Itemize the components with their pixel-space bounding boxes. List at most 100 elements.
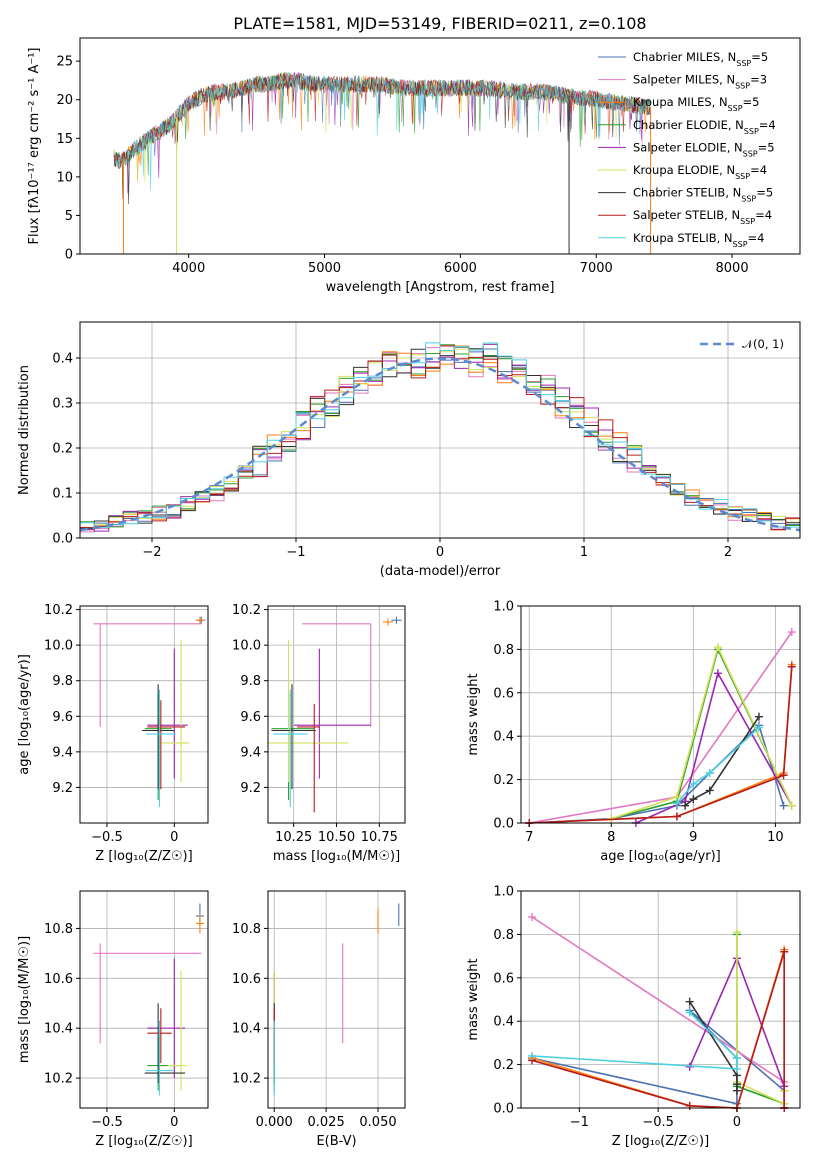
x-axis-label: Z [log₁₀(Z/Z☉)] [95, 849, 192, 864]
x-tick-label: 0.050 [359, 1115, 396, 1130]
y-tick-label: 0.6 [493, 971, 514, 986]
y-tick-label: 0.6 [493, 686, 514, 701]
weight-marker [689, 779, 698, 788]
x-tick-label: 10.75 [361, 830, 398, 845]
axes-frame [79, 37, 801, 255]
y-tick-label: 9.4 [52, 745, 73, 760]
y-tick-label: 10.6 [44, 972, 73, 987]
y-tick-label: 0.3 [52, 397, 73, 412]
weight-marker [713, 643, 722, 652]
mass-weight-vs-age-panel: 7 8 9 10 0.0 0.2 0.4 0.6 0.8 1.0 age [log₁₀(age/yr… [466, 600, 801, 864]
axes-frame [520, 605, 801, 824]
y-tick-label: 9.8 [52, 674, 73, 689]
spectrum-line [113, 71, 651, 191]
y-tick-label: 10.8 [44, 922, 73, 937]
x-tick-label: −0.5 [91, 1115, 123, 1130]
weight-marker [787, 801, 796, 810]
x-axis-label: mass [log₁₀(M/M☉)] [273, 849, 400, 864]
legend-entry: Chabrier ELODIE, NSSP=4 [633, 118, 776, 136]
weight-line [635, 671, 793, 824]
weight-marker [685, 1008, 694, 1017]
x-tick-label: 8000 [716, 261, 749, 276]
y-axis-label: mass weight [466, 958, 481, 1040]
y-axis-label: mass weight [466, 673, 481, 755]
y-tick-label: 0.4 [493, 1015, 514, 1030]
age-vs-mass-panel: 10.25 10.50 10.75 9.2 9.4 9.6 9.8 10.0 10.2 mass … [232, 603, 406, 864]
y-tick-label: 20 [56, 93, 73, 108]
legend: Chabrier MILES, NSSP=5 Salpeter MILES, NS… [598, 50, 776, 248]
legend-entry: Chabrier MILES, NSSP=5 [633, 50, 768, 68]
y-tick-label: 5 [65, 209, 73, 224]
weight-marker [732, 1054, 741, 1063]
x-tick-label: 9 [689, 830, 697, 845]
x-tick-label: 0.025 [308, 1115, 345, 1130]
legend-entry: Chabrier STELIB, NSSP=5 [633, 186, 773, 204]
axes-frame [267, 890, 406, 1109]
y-tick-label: 10.0 [44, 639, 73, 654]
y-tick-label: 0.4 [52, 352, 73, 367]
y-tick-label: 9.2 [240, 781, 261, 796]
x-tick-label: 1 [580, 545, 588, 560]
x-tick-label: −0.5 [91, 830, 123, 845]
x-tick-label: 0.000 [256, 1115, 293, 1130]
x-tick-label: 0 [436, 545, 444, 560]
mass-vs-Z-panel: −0.5 0 10.2 10.4 10.6 10.8 Z [log₁₀(Z/Z☉)] mass… [17, 890, 209, 1149]
y-tick-label: 9.2 [52, 781, 73, 796]
y-axis-label: Normed distribution [17, 365, 32, 495]
y-tick-label: 10 [56, 170, 73, 185]
y-tick-label: 0.2 [52, 442, 73, 457]
x-tick-label: −1 [286, 545, 305, 560]
y-tick-label: 0.8 [493, 643, 514, 658]
y-tick-label: 0.0 [493, 1102, 514, 1117]
mass-weight-vs-Z-panel: −1 −0.5 0 0.0 0.2 0.4 0.6 0.8 1.0 Z [log₁₀(Z/Z☉)]… [466, 885, 801, 1149]
x-tick-label: 0 [733, 1115, 741, 1130]
x-axis-label: wavelength [Angstrom, rest frame] [326, 280, 555, 295]
weight-marker [705, 786, 714, 795]
y-tick-label: 9.6 [240, 710, 261, 725]
weight-line [684, 716, 760, 807]
weight-marker [685, 997, 694, 1006]
x-tick-label: 7000 [580, 261, 613, 276]
axes-frame [79, 890, 209, 1109]
histogram-step [80, 342, 800, 528]
weight-marker [779, 771, 788, 780]
x-tick-label: −0.5 [642, 1115, 674, 1130]
weight-line [531, 1011, 738, 1070]
legend-entry: 𝒩(0, 1) [742, 337, 784, 351]
y-tick-label: 9.4 [240, 745, 261, 760]
y-tick-label: 0.2 [493, 1058, 514, 1073]
weight-marker [528, 913, 537, 922]
y-tick-label: 9.8 [240, 674, 261, 689]
y-tick-label: 10.0 [232, 639, 261, 654]
x-tick-label: 6000 [444, 261, 477, 276]
axes-frame [79, 605, 209, 824]
y-tick-label: 0.8 [493, 928, 514, 943]
legend-entry: Kroupa MILES, NSSP=5 [633, 95, 759, 113]
weight-marker [705, 769, 714, 778]
x-axis-label: (data-model)/error [380, 564, 501, 579]
y-tick-label: 1.0 [493, 600, 514, 615]
x-tick-label: 0 [170, 830, 178, 845]
weight-line [529, 666, 793, 824]
x-tick-label: 10.50 [318, 830, 355, 845]
weight-marker [732, 928, 741, 937]
y-tick-label: 25 [56, 55, 73, 70]
y-tick-label: 15 [56, 132, 73, 147]
x-tick-label: 8 [607, 830, 615, 845]
weight-marker [672, 812, 681, 821]
mass-vs-EBV-panel: 0.000 0.025 0.050 10.2 10.4 10.6 10.8 E(B-V) [232, 890, 406, 1149]
y-axis-label: Flux [fλ10⁻¹⁷ erg cm⁻² s⁻¹ A⁻¹] [27, 48, 42, 245]
y-tick-label: 10.2 [44, 1072, 73, 1087]
legend-entry: Salpeter STELIB, NSSP=4 [633, 208, 772, 226]
weight-line [676, 726, 760, 805]
x-axis-label: Z [log₁₀(Z/Z☉)] [95, 1134, 192, 1149]
age-vs-Z-panel: −0.5 0 9.2 9.4 9.6 9.8 10.0 10.2 Z [log₁₀(Z/Z☉)]… [17, 603, 209, 864]
weight-line [611, 644, 793, 820]
weight-marker [787, 628, 796, 637]
x-tick-label: 2 [724, 545, 732, 560]
axes-frame [520, 890, 801, 1109]
y-tick-label: 9.6 [52, 710, 73, 725]
x-axis-label: Z [log₁₀(Z/Z☉)] [612, 1134, 709, 1149]
x-tick-label: −2 [142, 545, 161, 560]
